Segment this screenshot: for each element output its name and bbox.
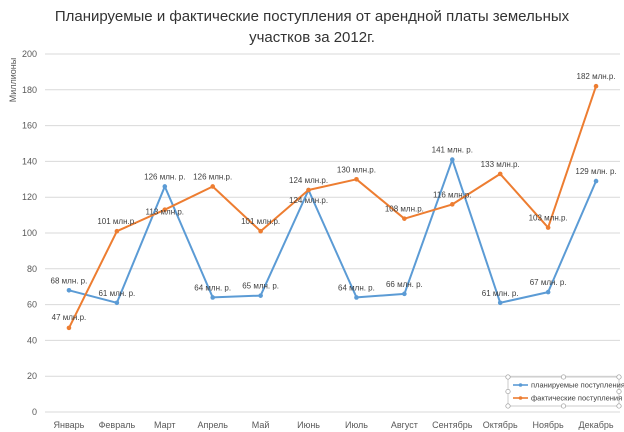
data-label-actual: 47 млн.р. — [52, 313, 87, 322]
y-tick-label: 200 — [22, 49, 37, 59]
chart-title: Планируемые и фактические поступления от… — [55, 8, 570, 46]
x-tick-label: Май — [252, 420, 270, 430]
y-tick-label: 120 — [22, 192, 37, 202]
data-label-planned: 61 млн. р. — [98, 289, 135, 298]
data-label-actual: 124 млн.р. — [289, 176, 328, 185]
data-label-actual: 116 млн.р. — [433, 190, 471, 199]
x-tick-label: Январь — [54, 420, 85, 430]
data-point-actual — [306, 187, 311, 193]
legend-entry-planned: планируемые поступления — [513, 381, 624, 390]
data-point-planned — [449, 157, 455, 162]
data-point-actual — [258, 228, 263, 234]
data-point-actual — [497, 171, 503, 177]
legend-label-planned: планируемые поступления — [531, 381, 624, 390]
series-line-actual — [68, 85, 597, 329]
data-point-planned — [593, 178, 599, 184]
data-point-actual — [402, 216, 407, 221]
data-point-planned — [545, 289, 551, 295]
data-point-planned — [402, 291, 407, 297]
chart-title-line-2: участков за 2012г. — [249, 29, 375, 46]
x-tick-label: Август — [391, 420, 418, 430]
x-tick-label: Июнь — [297, 420, 320, 430]
legend-label-actual: фактические поступления — [531, 394, 622, 403]
data-label-actual: 103 млн.р. — [529, 214, 568, 223]
data-label-planned: 66 млн. р. — [386, 280, 423, 289]
data-label-actual: 182 млн.р. — [577, 72, 616, 81]
x-tick-label: Июль — [345, 420, 368, 430]
data-label-actual: 130 млн.р. — [337, 165, 376, 174]
data-label-planned: 68 млн. р. — [51, 276, 88, 285]
data-point-planned — [497, 300, 503, 306]
y-tick-label: 40 — [27, 335, 37, 345]
legend-handle[interactable] — [616, 388, 622, 395]
legend-handle[interactable] — [560, 374, 567, 380]
data-point-actual — [210, 184, 216, 189]
y-axis-ticks: 0 20 40 60 80 100 120 140 160 180 200 — [22, 49, 37, 417]
legend-handle[interactable] — [505, 403, 511, 409]
data-point-planned — [354, 295, 359, 300]
data-label-planned: 65 млн. р. — [242, 282, 279, 291]
x-tick-label: Декабрь — [578, 420, 613, 430]
x-tick-label: Сентябрь — [432, 420, 473, 430]
data-label-planned: 64 млн. р. — [338, 283, 375, 292]
legend-marker-actual — [518, 396, 523, 400]
data-point-planned — [162, 184, 168, 189]
legend-handle[interactable] — [560, 403, 567, 409]
data-label-planned: 129 млн. р. — [575, 167, 616, 176]
data-label-planned: 61 млн. р. — [482, 289, 519, 298]
y-tick-label: 0 — [32, 407, 37, 417]
data-label-actual: 101 млн.р. — [97, 217, 136, 226]
data-point-planned — [66, 287, 72, 293]
y-tick-label: 180 — [22, 85, 37, 95]
data-point-planned — [114, 300, 120, 306]
y-tick-label: 80 — [27, 264, 37, 274]
data-label-actual: 133 млн.р. — [481, 160, 520, 169]
data-label-planned: 64 млн. р. — [194, 283, 231, 292]
x-tick-label: Апрель — [197, 420, 228, 430]
legend-handle[interactable] — [505, 388, 511, 395]
y-tick-label: 60 — [27, 300, 37, 310]
legend-handle[interactable] — [505, 374, 511, 380]
y-tick-label: 100 — [22, 228, 37, 238]
series-lines — [66, 83, 599, 331]
data-label-planned: 141 млн. р. — [432, 146, 473, 155]
data-point-actual — [449, 202, 455, 207]
legend-handle[interactable] — [616, 374, 622, 380]
data-label-actual: 126 млн.р. — [193, 172, 232, 181]
gridlines — [45, 53, 620, 413]
y-tick-label: 160 — [22, 121, 37, 131]
data-point-actual — [66, 325, 72, 331]
data-point-actual — [114, 228, 120, 234]
x-tick-label: Октябрь — [483, 420, 518, 430]
legend-entry-actual: фактические поступления — [513, 394, 622, 403]
legend-marker-planned — [518, 383, 523, 387]
data-point-planned — [210, 295, 216, 300]
y-tick-label: 20 — [27, 371, 37, 381]
data-label-actual: 113 млн.р. — [146, 208, 184, 217]
legend[interactable]: планируемые поступления фактические пост… — [505, 374, 624, 409]
legend-handle[interactable] — [616, 403, 622, 409]
x-axis-ticks: Январь Февраль Март Апрель Май Июнь Июль Август… — [54, 420, 614, 430]
x-tick-label: Ноябрь — [533, 420, 565, 430]
chart-title-line-1: Планируемые и фактические поступления от… — [55, 8, 570, 25]
data-label-planned: 126 млн. р. — [144, 172, 185, 181]
x-tick-label: Февраль — [99, 420, 136, 430]
data-label-planned: 67 млн. р. — [530, 278, 567, 287]
data-label-planned: 124 млн.р. — [289, 196, 328, 205]
x-tick-label: Март — [154, 420, 176, 430]
data-point-actual — [354, 177, 359, 182]
data-point-planned — [258, 293, 263, 298]
data-point-actual — [593, 83, 599, 89]
series-line-planned — [68, 158, 597, 304]
data-label-actual: 101 млн.р. — [241, 217, 280, 226]
y-tick-label: 140 — [22, 156, 37, 166]
data-point-actual — [545, 225, 551, 230]
data-label-actual: 108 млн.р. — [385, 205, 424, 214]
data-point-actual — [162, 207, 168, 213]
y-axis-label: Миллионы — [8, 58, 18, 103]
data-labels: 68 млн. р. 61 млн. р. 126 млн. р. 64 млн. р… — [51, 72, 617, 322]
